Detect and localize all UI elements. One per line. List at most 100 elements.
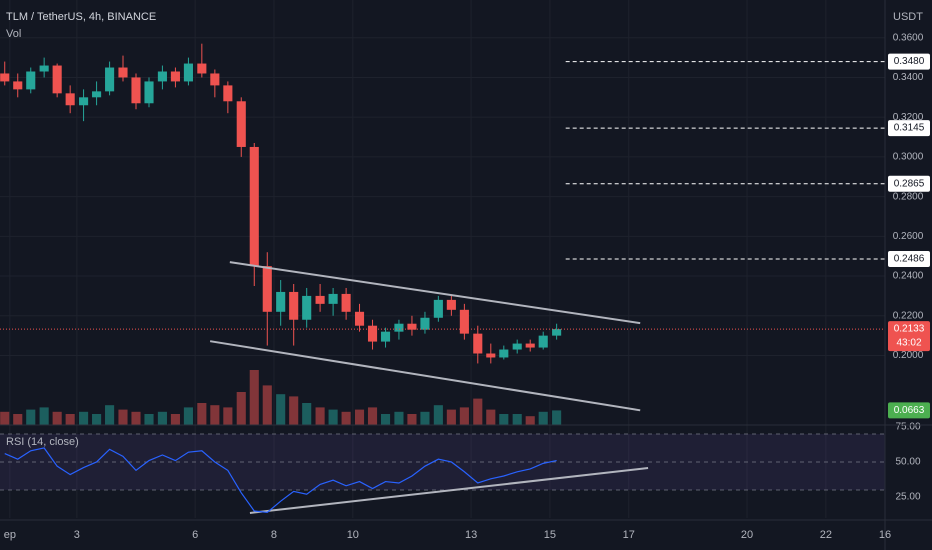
volume-bar — [183, 407, 193, 425]
candle-body — [486, 353, 496, 358]
volume-bar — [79, 411, 89, 425]
volume-bar — [197, 403, 207, 425]
countdown: 43:02 — [896, 338, 921, 349]
candle-body — [157, 71, 167, 82]
volume-bar — [223, 407, 233, 425]
candle-body — [249, 146, 259, 267]
chart-title: TLM / TetherUS, 4h, BINANCE — [6, 11, 156, 23]
level-label: 0.2865 — [894, 178, 925, 189]
level-label: 0.3145 — [894, 123, 925, 134]
volume-bar — [446, 409, 456, 425]
volume-bar — [157, 411, 167, 425]
candle-body — [446, 299, 456, 310]
volume-bar — [249, 370, 259, 425]
candle-body — [407, 323, 417, 330]
volume-bar — [262, 385, 272, 425]
candle-body — [92, 91, 102, 98]
volume-bar — [276, 394, 286, 425]
volume-bar — [26, 409, 36, 425]
price-pane — [0, 43, 885, 425]
candle-body — [223, 85, 233, 102]
candle-body — [315, 295, 325, 304]
volume-box — [888, 402, 930, 419]
volume-bar — [105, 405, 115, 425]
candle-body — [79, 97, 89, 106]
currency: USDT — [893, 11, 923, 23]
volume-bar — [538, 411, 548, 425]
volume-bar — [420, 411, 430, 425]
candle-body — [65, 93, 75, 106]
volume-label: Vol — [6, 28, 21, 40]
candle-body — [262, 266, 272, 312]
level-box — [888, 175, 930, 192]
volume-bar — [341, 411, 351, 425]
volume-bar — [289, 396, 299, 425]
rsi-tick-label: 75.00 — [895, 422, 920, 433]
y-tick-label: 0.2400 — [893, 271, 924, 282]
volume-bar — [118, 409, 128, 425]
candle-body — [341, 293, 351, 312]
candle-body — [354, 311, 365, 326]
trendline — [209, 340, 641, 412]
candle-body — [420, 317, 430, 330]
volume-bar — [473, 398, 483, 425]
volume-bar — [236, 392, 246, 425]
candle-body — [13, 81, 23, 90]
candle-body — [39, 65, 49, 72]
candle-body — [499, 349, 509, 358]
volume-bar — [525, 416, 535, 425]
candle-body — [197, 63, 207, 74]
y-tick-label: 0.2800 — [893, 191, 924, 202]
candle-body — [210, 73, 220, 86]
y-tick-label: 0.3200 — [893, 112, 924, 123]
candle-body — [0, 73, 10, 82]
y-tick-label: 0.2600 — [893, 231, 924, 242]
candle-body — [52, 65, 62, 94]
volume-bar — [92, 414, 102, 425]
volume-bar — [486, 409, 496, 425]
volume-bar — [302, 403, 312, 425]
level-box — [888, 53, 930, 70]
volume-bar — [433, 405, 443, 425]
volume-bar — [552, 410, 562, 425]
volume-bar — [131, 411, 141, 425]
volume-bar — [39, 407, 49, 425]
candle-body — [367, 325, 378, 342]
price-label: 0.2133 — [894, 324, 925, 335]
volume-bar — [354, 409, 365, 425]
x-tick-label: 22 — [820, 529, 832, 541]
candle-body — [26, 71, 36, 90]
volume-value-label: 0.0663 — [894, 405, 925, 416]
candle-body — [459, 309, 469, 334]
volume-bar — [407, 414, 417, 425]
level-box — [888, 120, 930, 137]
volume-bar — [210, 405, 220, 425]
candle-body — [276, 291, 286, 312]
candle-body — [236, 101, 246, 147]
candle-body — [473, 333, 483, 354]
volume-bar — [328, 409, 338, 425]
x-tick-label: 6 — [192, 529, 198, 541]
rsi-trendline — [249, 467, 649, 514]
level-label: 0.2486 — [894, 254, 925, 265]
rsi-line — [4, 447, 557, 514]
candle-body — [302, 295, 312, 320]
volume-bar — [65, 414, 75, 425]
volume-bar — [13, 414, 23, 425]
candle-body — [328, 293, 338, 304]
volume-bar — [170, 414, 180, 425]
x-tick-label: ep — [4, 529, 16, 541]
y-tick-label: 0.3600 — [893, 32, 924, 43]
volume-bar — [52, 411, 62, 425]
volume-bar — [394, 411, 404, 425]
volume-bar — [512, 414, 522, 425]
x-tick-label: 10 — [347, 529, 359, 541]
x-tick-label: 3 — [74, 529, 80, 541]
candle-body — [380, 331, 391, 342]
y-tick-label: 0.2000 — [893, 350, 924, 361]
rsi-tick-label: 25.00 — [895, 492, 920, 503]
y-tick-label: 0.2200 — [893, 310, 924, 321]
level-label: 0.3480 — [894, 56, 925, 67]
y-tick-label: 0.3400 — [893, 72, 924, 83]
